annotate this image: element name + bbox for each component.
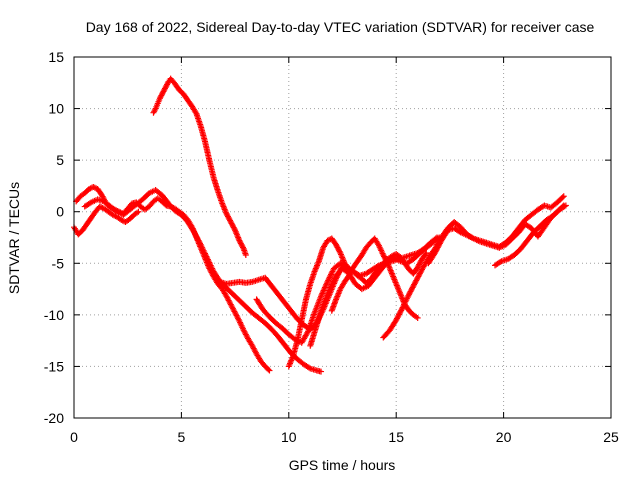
data-point	[151, 106, 158, 113]
data-point	[383, 258, 390, 265]
data-point	[422, 251, 429, 258]
series-trace-8	[307, 234, 443, 349]
series-trace-4	[150, 75, 249, 259]
y-tick-label: 0	[56, 204, 64, 220]
data-point	[135, 208, 142, 215]
y-tick-label: 15	[48, 49, 64, 65]
series-layer	[71, 75, 569, 375]
data-point	[318, 368, 325, 375]
data-point	[242, 252, 249, 259]
y-tick-label: -15	[44, 358, 64, 374]
data-point	[497, 259, 504, 266]
chart-title: Day 168 of 2022, Sidereal Day-to-day VTE…	[86, 19, 595, 35]
data-point	[423, 249, 430, 256]
data-point	[266, 367, 273, 374]
tick-labels: 0 5 10 15 20 25 -20 -15 -10 -5 0 5 10 15	[44, 49, 619, 445]
data-point	[414, 314, 421, 321]
series-trace-7	[285, 235, 430, 370]
x-tick-label: 10	[281, 429, 297, 445]
data-point	[562, 202, 569, 209]
data-point	[305, 364, 312, 371]
y-tick-label: -20	[44, 410, 64, 426]
y-tick-label: 10	[48, 101, 64, 117]
y-axis-label: SDTVAR / TECUs	[6, 182, 22, 294]
y-tick-label: -10	[44, 307, 64, 323]
series-trace-1	[71, 203, 142, 238]
series-trace-12	[492, 202, 569, 269]
data-point	[231, 225, 238, 232]
y-tick-label: 5	[56, 152, 64, 168]
series-trace-9	[328, 235, 421, 321]
x-tick-label: 15	[388, 429, 404, 445]
x-tick-label: 0	[70, 429, 78, 445]
data-point	[559, 194, 566, 201]
x-tick-label: 25	[603, 429, 619, 445]
data-point	[561, 203, 568, 210]
x-tick-label: 20	[496, 429, 512, 445]
data-point	[239, 244, 246, 251]
y-tick-label: -5	[52, 255, 65, 271]
x-axis-label: GPS time / hours	[289, 457, 396, 473]
data-point	[336, 248, 343, 255]
plot-frame	[73, 56, 612, 419]
data-point	[560, 193, 567, 200]
data-point	[265, 366, 272, 373]
x-tick-label: 5	[178, 429, 186, 445]
